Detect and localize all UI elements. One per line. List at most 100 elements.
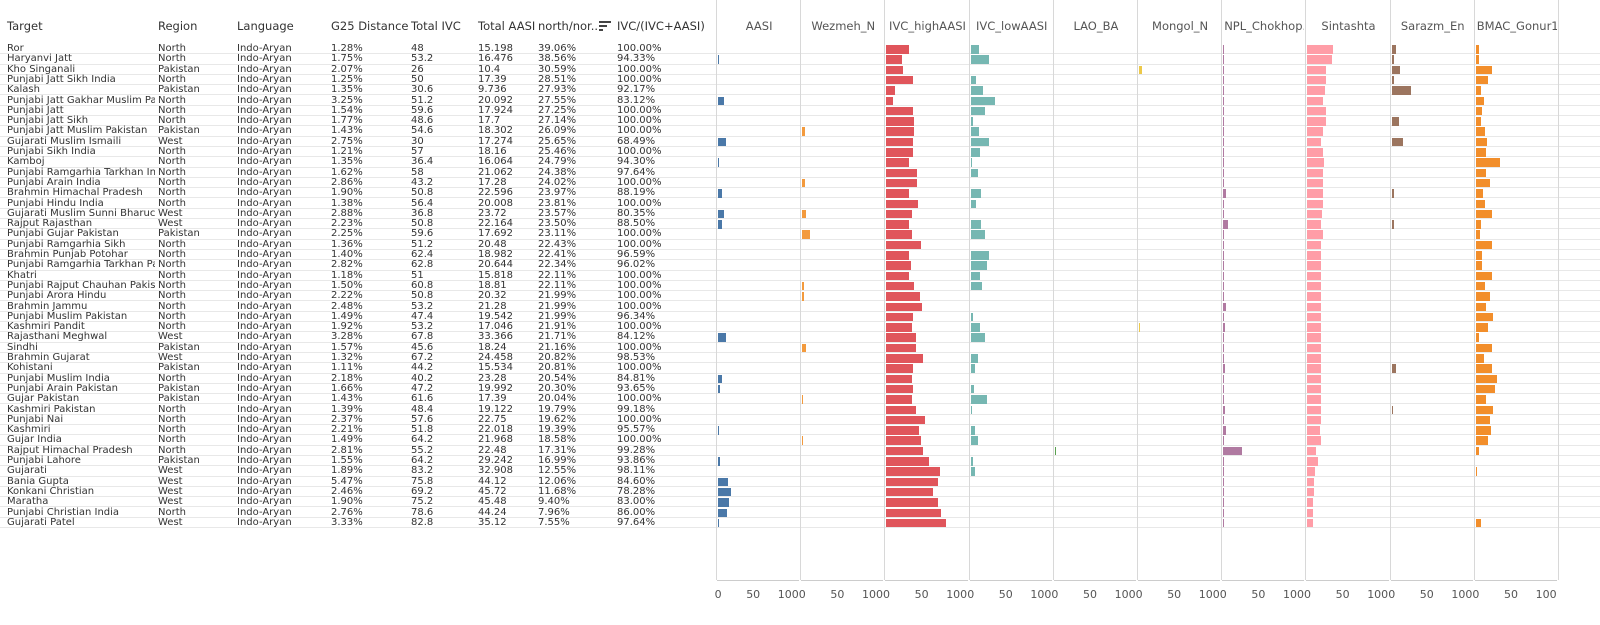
column-header-sarazm-en[interactable]: Sarazm_En bbox=[1400, 19, 1465, 33]
sintashta-bar[interactable] bbox=[1307, 508, 1313, 517]
sintashta-bar[interactable] bbox=[1307, 323, 1322, 332]
ivc-highaasi-bar[interactable] bbox=[886, 292, 920, 301]
ivc-lowaasi-bar[interactable] bbox=[970, 86, 984, 95]
column-header-total-ivc[interactable]: Total IVC bbox=[411, 19, 461, 33]
bmac-gonur1-bar[interactable] bbox=[1475, 292, 1491, 301]
ivc-highaasi-bar[interactable] bbox=[886, 117, 914, 126]
ivc-lowaasi-bar[interactable] bbox=[970, 168, 979, 178]
bmac-gonur1-bar[interactable] bbox=[1475, 415, 1491, 425]
mongol-n-bar[interactable] bbox=[1139, 323, 1140, 332]
npl-chokhopani-bar[interactable] bbox=[1223, 281, 1225, 291]
ivc-lowaasi-bar[interactable] bbox=[970, 333, 986, 342]
sarazm-en-bar[interactable] bbox=[1391, 75, 1394, 85]
bmac-gonur1-bar[interactable] bbox=[1475, 55, 1479, 64]
bmac-gonur1-bar[interactable] bbox=[1475, 281, 1485, 291]
ivc-highaasi-bar[interactable] bbox=[886, 498, 939, 507]
ivc-lowaasi-bar[interactable] bbox=[970, 127, 979, 136]
aasi-bar[interactable] bbox=[718, 457, 721, 466]
ivc-highaasi-bar[interactable] bbox=[886, 230, 912, 239]
bmac-gonur1-bar[interactable] bbox=[1475, 86, 1482, 95]
bmac-gonur1-bar[interactable] bbox=[1475, 137, 1487, 147]
bmac-gonur1-bar[interactable] bbox=[1475, 395, 1487, 404]
table-row[interactable]: Konkani Christian West Indo-Aryan 2.46% 69.2… bbox=[0, 486, 1600, 498]
aasi-bar[interactable] bbox=[718, 137, 726, 147]
sintashta-bar[interactable] bbox=[1307, 364, 1321, 373]
table-row[interactable]: Gujarati Patel West Indo-Aryan 3.33% 82.8 35.… bbox=[0, 517, 1600, 529]
table-row[interactable]: Punjabi Christian India North Indo-Aryan 2.… bbox=[0, 507, 1600, 518]
ivc-highaasi-bar[interactable] bbox=[886, 96, 894, 105]
mongol-n-bar[interactable] bbox=[1139, 65, 1142, 75]
sintashta-bar[interactable] bbox=[1307, 209, 1323, 219]
column-header-target[interactable]: Target bbox=[7, 19, 43, 33]
ivc-lowaasi-bar[interactable] bbox=[970, 230, 986, 239]
sarazm-en-bar[interactable] bbox=[1391, 86, 1412, 95]
npl-chokhopani-bar[interactable] bbox=[1223, 137, 1225, 147]
table-row[interactable]: Brahmin Gujarat West Indo-Aryan 1.32% 67.2 24… bbox=[0, 352, 1600, 364]
sintashta-bar[interactable] bbox=[1307, 405, 1321, 414]
sarazm-en-bar[interactable] bbox=[1391, 220, 1394, 229]
ivc-highaasi-bar[interactable] bbox=[886, 467, 940, 476]
sintashta-bar[interactable] bbox=[1307, 75, 1327, 85]
aasi-bar[interactable] bbox=[718, 209, 724, 219]
aasi-bar[interactable] bbox=[718, 508, 728, 517]
sintashta-bar[interactable] bbox=[1307, 230, 1323, 239]
npl-chokhopani-bar[interactable] bbox=[1223, 168, 1225, 178]
sintashta-bar[interactable] bbox=[1307, 55, 1332, 64]
table-row[interactable]: Punjabi Gujar Pakistan Pakistan Indo-Aryan… bbox=[0, 228, 1600, 240]
bmac-gonur1-bar[interactable] bbox=[1475, 148, 1486, 157]
table-row[interactable]: Rajasthani Meghwal West Indo-Aryan 3.28% 67.… bbox=[0, 331, 1600, 343]
bmac-gonur1-bar[interactable] bbox=[1475, 384, 1496, 394]
ivc-highaasi-bar[interactable] bbox=[886, 426, 919, 435]
table-row[interactable]: Punjabi Jatt North Indo-Aryan 1.54% 59.6 17.9… bbox=[0, 105, 1600, 117]
table-row[interactable]: Brahmin Jammu North Indo-Aryan 2.48% 53.2 21.… bbox=[0, 301, 1600, 312]
bmac-gonur1-bar[interactable] bbox=[1475, 230, 1480, 239]
bmac-gonur1-bar[interactable] bbox=[1475, 374, 1498, 384]
bmac-gonur1-bar[interactable] bbox=[1475, 45, 1480, 54]
npl-chokhopani-bar[interactable] bbox=[1223, 436, 1225, 445]
npl-chokhopani-bar[interactable] bbox=[1223, 117, 1225, 126]
ivc-highaasi-bar[interactable] bbox=[886, 199, 918, 208]
ivc-lowaasi-bar[interactable] bbox=[970, 117, 974, 126]
ivc-lowaasi-bar[interactable] bbox=[970, 384, 975, 394]
sarazm-en-bar[interactable] bbox=[1391, 364, 1396, 373]
bmac-gonur1-bar[interactable] bbox=[1475, 333, 1479, 342]
npl-chokhopani-bar[interactable] bbox=[1223, 518, 1225, 528]
column-header-aasi[interactable]: AASI bbox=[745, 19, 773, 33]
npl-chokhopani-bar[interactable] bbox=[1223, 209, 1225, 219]
bmac-gonur1-bar[interactable] bbox=[1475, 446, 1479, 456]
bmac-gonur1-bar[interactable] bbox=[1475, 96, 1485, 105]
npl-chokhopani-bar[interactable] bbox=[1223, 261, 1225, 270]
ivc-highaasi-bar[interactable] bbox=[886, 415, 925, 425]
npl-chokhopani-bar[interactable] bbox=[1223, 457, 1225, 466]
sintashta-bar[interactable] bbox=[1307, 86, 1325, 95]
wezmeh-n-bar[interactable] bbox=[802, 395, 804, 404]
sintashta-bar[interactable] bbox=[1307, 426, 1320, 435]
table-row[interactable]: Maratha West Indo-Aryan 1.90% 75.2 45.48 9.40%… bbox=[0, 496, 1600, 508]
ivc-highaasi-bar[interactable] bbox=[886, 271, 910, 281]
column-header-north-ratio[interactable]: north/nor.. bbox=[538, 19, 599, 33]
column-header-bmac-gonur1[interactable]: BMAC_Gonur1 bbox=[1476, 19, 1557, 33]
npl-chokhopani-bar[interactable] bbox=[1223, 45, 1225, 54]
sintashta-bar[interactable] bbox=[1307, 199, 1324, 208]
bmac-gonur1-bar[interactable] bbox=[1475, 312, 1493, 322]
bmac-gonur1-bar[interactable] bbox=[1475, 405, 1493, 414]
wezmeh-n-bar[interactable] bbox=[802, 178, 805, 188]
ivc-highaasi-bar[interactable] bbox=[886, 209, 913, 219]
table-row[interactable]: Punjabi Sikh India North Indo-Aryan 1.21% 57… bbox=[0, 146, 1600, 158]
npl-chokhopani-bar[interactable] bbox=[1223, 158, 1225, 167]
sintashta-bar[interactable] bbox=[1307, 281, 1322, 291]
npl-chokhopani-bar[interactable] bbox=[1223, 333, 1225, 342]
bmac-gonur1-bar[interactable] bbox=[1475, 467, 1478, 476]
table-row[interactable]: Punjabi Muslim India North Indo-Aryan 2.18%… bbox=[0, 373, 1600, 384]
aasi-bar[interactable] bbox=[718, 426, 720, 435]
table-row[interactable]: Rajput Himachal Pradesh North Indo-Aryan 2.… bbox=[0, 445, 1600, 456]
column-header-g25-distance[interactable]: G25 Distance bbox=[331, 19, 409, 33]
npl-chokhopani-bar[interactable] bbox=[1223, 384, 1225, 394]
ivc-lowaasi-bar[interactable] bbox=[970, 261, 987, 270]
ivc-highaasi-bar[interactable] bbox=[886, 261, 911, 270]
table-row[interactable]: Kalash Pakistan Indo-Aryan 1.35% 30.6 9.736 27… bbox=[0, 84, 1600, 96]
aasi-bar[interactable] bbox=[718, 96, 725, 105]
table-row[interactable]: Punjabi Nai North Indo-Aryan 2.37% 57.6 22.75… bbox=[0, 414, 1600, 426]
